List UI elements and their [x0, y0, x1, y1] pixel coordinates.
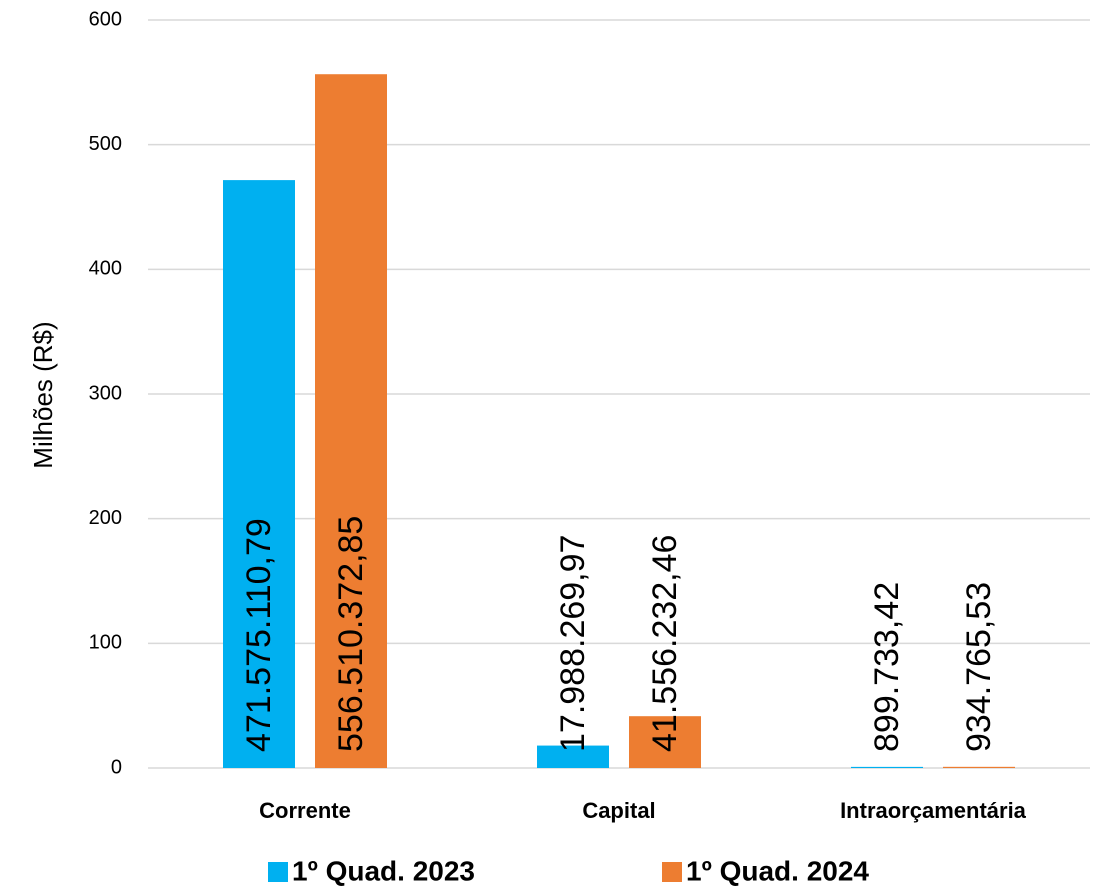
legend-label: 1º Quad. 2023	[292, 855, 475, 886]
data-label: 556.510.372,85	[332, 516, 370, 752]
data-label: 17.988.269,97	[554, 535, 592, 752]
y-tick-label: 100	[89, 632, 122, 654]
y-tick-label: 400	[89, 258, 122, 280]
bar	[851, 766, 923, 768]
y-tick-label: 500	[89, 133, 122, 155]
y-axis-title: Milhões (R$)	[28, 321, 58, 468]
y-tick-label: 200	[89, 507, 122, 529]
bar	[223, 180, 295, 768]
x-tick-label: Intraorçamentária	[840, 798, 1027, 823]
data-label: 41.556.232,46	[646, 535, 684, 752]
x-tick-label: Corrente	[259, 798, 351, 823]
y-tick-label: 300	[89, 382, 122, 404]
bar	[629, 716, 701, 768]
bar	[315, 74, 387, 769]
legend-swatch	[662, 862, 682, 882]
y-tick-label: 0	[111, 756, 122, 778]
data-label: 899.733,42	[868, 582, 906, 752]
legend-swatch	[268, 862, 288, 882]
legend-label: 1º Quad. 2024	[686, 855, 869, 886]
bar	[537, 745, 609, 768]
bar	[943, 766, 1015, 768]
x-tick-label: Capital	[582, 798, 655, 823]
data-label: 471.575.110,79	[240, 518, 278, 752]
data-label: 934.765,53	[960, 582, 998, 752]
y-tick-label: 600	[89, 8, 122, 30]
